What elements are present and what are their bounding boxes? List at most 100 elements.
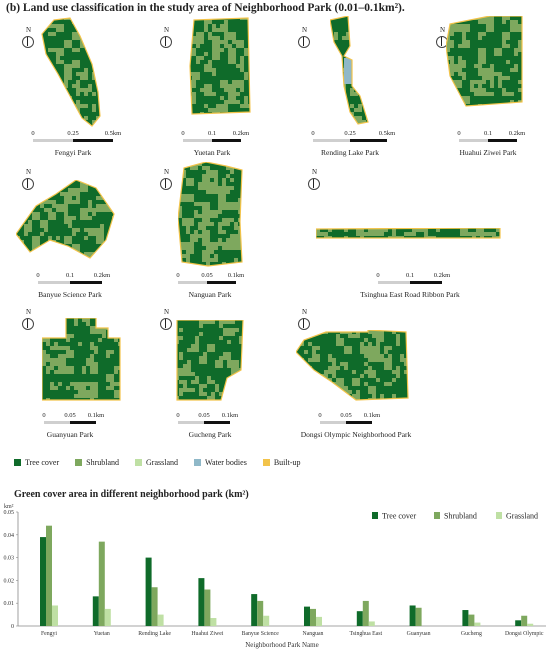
scale-bar: 0 0.25 0.5km	[311, 130, 395, 144]
scale-tick-label: 0.5km	[378, 130, 396, 137]
scale-tick-label: 0	[311, 130, 315, 137]
y-unit-label: km²	[4, 504, 14, 510]
figure-heading: (b) Land use classification in the study…	[6, 2, 405, 14]
north-arrow-icon: N	[158, 308, 180, 334]
legend-item: Shrubland	[75, 458, 119, 467]
scale-tick-label: 0	[36, 272, 40, 279]
y-tick-label: 0.03	[4, 556, 15, 562]
x-tick-label: Yuetan	[94, 631, 110, 637]
x-tick-label: Fengyi	[41, 631, 57, 637]
scale-bar: 0 0.1 0.2km	[36, 272, 110, 286]
x-tick-label: Huahui Ziwei	[191, 631, 223, 637]
park-name: Gucheng Park	[188, 430, 232, 439]
park-name: Rending Lake Park	[321, 148, 379, 157]
bar-tree-cover	[356, 611, 363, 626]
north-arrow-icon: N	[20, 26, 42, 52]
x-axis-label: Neighborhood Park Name	[245, 641, 318, 649]
y-tick-label: 0	[11, 624, 14, 630]
chart-legend-label: Shrubland	[444, 512, 477, 521]
scale-tick-label: 0.1	[405, 272, 415, 279]
scale-tick-label: 0.1km	[87, 412, 105, 419]
scale-bar: 0 0.1 0.2km	[181, 130, 249, 144]
bar-grassland	[474, 622, 481, 626]
scale-tick-label: 0.2km	[433, 272, 451, 279]
land-use-legend: Tree cover Shrubland Grassland Water bodies…	[14, 458, 301, 467]
scale-tick-label: 0	[176, 272, 180, 279]
legend-item: Tree cover	[14, 458, 59, 467]
scale-tick-label: 0	[318, 412, 322, 419]
bar-shrubland	[257, 600, 264, 626]
x-tick-label: Rending Lake	[138, 631, 171, 637]
y-tick-label: 0.02	[4, 578, 15, 584]
x-tick-label: Nanguan	[303, 631, 324, 637]
chart-legend-label: Grassland	[506, 512, 538, 521]
legend-label: Grassland	[146, 458, 179, 467]
park-name: Dongsi Olympic Neighborhood Park	[300, 430, 412, 439]
chart-legend-swatch	[372, 512, 378, 519]
legend-label: Shrubland	[86, 458, 120, 467]
land-use-map	[330, 16, 369, 125]
scale-tick-label: 0.1	[207, 130, 217, 137]
scale-tick-label: 0.05	[340, 412, 352, 419]
scale-tick-label: 0	[181, 130, 185, 137]
legend-label: Built-up	[273, 458, 301, 467]
land-use-map	[42, 318, 121, 401]
bar-shrubland	[98, 541, 105, 626]
park-name: Huahui Ziwei Park	[459, 148, 517, 157]
park-name: Guanyuan Park	[46, 430, 94, 439]
scale-tick-label: 0.5km	[104, 130, 122, 137]
bar-shrubland	[46, 525, 52, 626]
north-arrow-icon: N	[158, 26, 180, 52]
legend-item: Grassland	[135, 458, 178, 467]
scale-tick-label: 0.05	[198, 412, 210, 419]
land-use-map	[189, 17, 251, 115]
scale-bar: 0 0.1 0.2km	[376, 272, 450, 286]
north-arrow-icon: N	[158, 168, 180, 194]
bar-shrubland	[204, 589, 211, 626]
bar-shrubland	[151, 587, 158, 626]
bar-tree-cover	[462, 610, 469, 626]
legend-swatch	[14, 459, 21, 466]
x-tick-label: Tsinghua East	[349, 631, 382, 637]
bar-shrubland	[521, 615, 528, 626]
legend-swatch	[194, 459, 202, 466]
bar-shrubland	[468, 614, 475, 626]
bar-grassland	[52, 605, 58, 626]
scale-tick-label: 0.1km	[227, 272, 245, 279]
legend-swatch	[135, 459, 143, 466]
bar-tree-cover	[515, 620, 522, 626]
bar-tree-cover	[251, 594, 258, 626]
chart-legend-swatch	[496, 512, 502, 519]
scale-tick-label: 0.1	[483, 130, 493, 137]
scale-tick-label: 0.25	[344, 130, 356, 137]
land-use-map	[446, 16, 523, 107]
scale-tick-label: 0	[42, 412, 46, 419]
north-arrow-icon: N	[20, 168, 42, 194]
scale-tick-label: 0.25	[67, 130, 79, 137]
x-tick-label: Guanyuan	[407, 631, 431, 637]
park-name: Banyue Science Park	[38, 290, 102, 299]
land-use-map	[316, 228, 501, 239]
bar-tree-cover	[40, 537, 46, 626]
bar-tree-cover	[409, 605, 416, 626]
bar-tree-cover	[304, 606, 310, 626]
legend-label: Tree cover	[25, 458, 60, 467]
land-use-map	[296, 330, 409, 401]
x-tick-label: Dongsi Olympic	[505, 631, 544, 637]
scale-tick-label: 0.1km	[363, 412, 381, 419]
land-use-map	[16, 180, 115, 259]
scale-tick-label: 0.05	[64, 412, 76, 419]
chart-title: Green cover area in different neighborho…	[14, 489, 249, 500]
bar-grassland	[263, 615, 270, 626]
scale-bar: 0 0.1 0.2km	[457, 130, 525, 144]
park-name: Fengyi Park	[54, 148, 92, 157]
legend-item: Water bodies	[194, 458, 247, 467]
legend-swatch	[262, 459, 270, 466]
bar-grassland	[527, 623, 534, 626]
scale-tick-label: 0	[31, 130, 35, 137]
scale-tick-label: 0.2km	[93, 272, 111, 279]
scale-bar: 0 0.05 0.1km	[42, 412, 104, 426]
scale-tick-label: 0	[176, 412, 180, 419]
y-tick-label: 0.04	[4, 533, 15, 539]
scale-tick-label: 0	[376, 272, 380, 279]
